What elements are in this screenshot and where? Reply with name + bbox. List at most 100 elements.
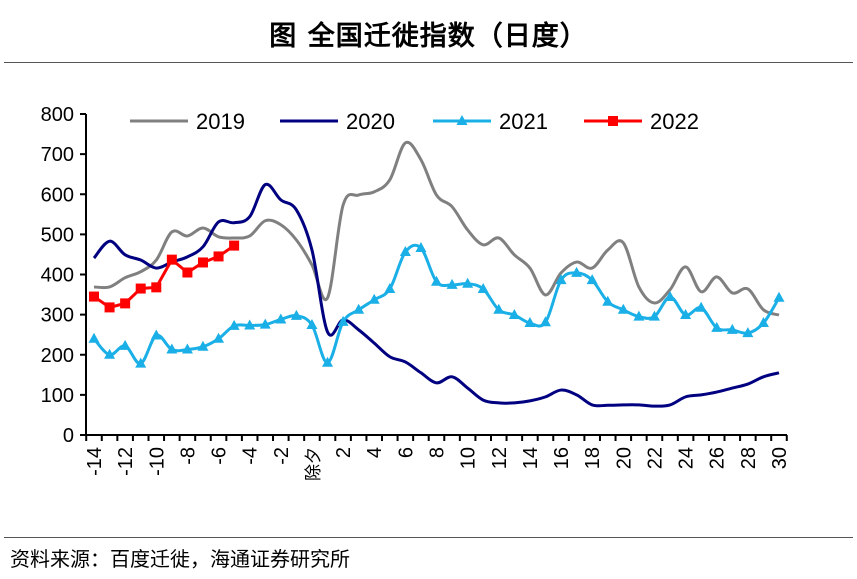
data-point-2021 (757, 317, 769, 328)
data-point-2021 (648, 310, 660, 321)
data-point-2021 (524, 317, 536, 328)
data-point-2021 (773, 291, 785, 302)
legend-label-2020: 2020 (346, 109, 395, 134)
x-tick-label: 除夕 (304, 447, 323, 481)
data-point-2022 (213, 251, 224, 262)
data-point-2022 (166, 254, 177, 265)
data-point-2021 (508, 309, 520, 320)
data-point-2022 (89, 291, 99, 302)
x-tick-label: 14 (520, 447, 542, 469)
x-tick-label: 2 (333, 447, 355, 458)
data-point-2022 (104, 302, 115, 313)
x-tick-label: 4 (364, 447, 386, 458)
legend-label-2019: 2019 (196, 109, 245, 134)
data-point-2021 (337, 315, 349, 326)
x-tick-label: -14 (84, 447, 106, 476)
data-point-2021 (742, 327, 754, 338)
data-point-2021 (726, 323, 738, 334)
y-tick-label: 400 (41, 265, 74, 287)
y-tick-label: 300 (41, 305, 74, 327)
x-tick-label: 12 (489, 447, 511, 469)
x-tick-label: 20 (613, 447, 635, 469)
x-tick-label: 28 (738, 447, 760, 469)
x-tick-label: -10 (146, 447, 168, 476)
data-point-2021 (617, 303, 629, 314)
x-tick-label: 24 (676, 447, 698, 469)
x-tick-label: 10 (458, 447, 480, 469)
data-point-2022 (120, 298, 131, 309)
x-tick-label: 6 (395, 447, 417, 458)
title-divider (4, 62, 853, 63)
data-point-2021 (306, 319, 318, 330)
data-point-2022 (182, 267, 193, 278)
data-point-2021 (695, 301, 707, 312)
x-tick-label: -6 (209, 447, 231, 465)
x-tick-label: 18 (582, 447, 604, 469)
y-tick-label: 0 (63, 425, 74, 447)
y-tick-label: 500 (41, 224, 74, 246)
series-line-2020 (92, 182, 780, 408)
x-tick-label: -12 (115, 447, 137, 476)
data-point-2021 (244, 319, 256, 330)
x-tick-label: 26 (707, 447, 729, 469)
data-point-2021 (181, 343, 193, 354)
y-tick-label: 600 (41, 184, 74, 206)
legend-label-2021: 2021 (499, 109, 548, 134)
data-point-2021 (664, 290, 676, 301)
data-point-2021 (368, 293, 380, 304)
legend-marker-2022 (608, 116, 618, 126)
data-point-2021 (213, 332, 225, 343)
chart-title: 图 全国迁徙指数（日度） (269, 21, 588, 52)
x-tick-label: -4 (240, 447, 262, 465)
y-tick-label: 100 (41, 385, 74, 407)
data-point-2021 (431, 275, 442, 286)
data-point-2021 (680, 309, 692, 320)
data-point-2021 (197, 340, 209, 351)
data-point-2021 (135, 357, 147, 368)
data-point-2021 (571, 266, 583, 277)
y-tick-label: 200 (41, 345, 74, 367)
data-point-2021 (88, 332, 100, 343)
data-point-2021 (104, 348, 116, 359)
data-point-2021 (586, 274, 598, 285)
data-point-2021 (415, 242, 427, 253)
data-point-2021 (493, 303, 505, 314)
data-point-2021 (384, 282, 396, 293)
x-tick-label: 8 (427, 447, 449, 458)
data-point-2021 (322, 356, 334, 367)
data-point-2022 (151, 282, 162, 293)
y-tick-label: 800 (41, 104, 74, 126)
footer-divider (4, 537, 853, 538)
data-point-2021 (119, 339, 131, 350)
legend-marker-2021 (456, 115, 468, 125)
data-point-2021 (462, 277, 474, 288)
x-tick-label: 22 (644, 447, 666, 469)
series-line-2021 (92, 243, 781, 366)
x-tick-label: -8 (177, 447, 199, 465)
data-point-2021 (446, 278, 458, 289)
data-point-2022 (197, 257, 208, 268)
data-point-2021 (353, 303, 365, 314)
x-tick-label: -2 (271, 447, 293, 465)
data-point-2022 (229, 240, 240, 251)
data-point-2021 (602, 295, 614, 306)
y-tick-label: 700 (41, 144, 74, 166)
data-point-2021 (259, 318, 271, 329)
data-point-2021 (477, 282, 489, 293)
data-point-2021 (399, 246, 411, 257)
data-point-2021 (539, 316, 551, 327)
x-tick-label: 16 (551, 447, 573, 469)
source-note: 资料来源：百度迁徙，海通证券研究所 (10, 547, 350, 571)
data-point-2021 (711, 321, 723, 332)
data-point-2021 (166, 343, 178, 354)
data-point-2021 (633, 310, 645, 321)
data-point-2021 (555, 274, 567, 285)
data-point-2021 (290, 309, 302, 320)
series-line-2019 (93, 140, 780, 317)
series-line-2022 (93, 244, 235, 309)
data-point-2021 (150, 329, 162, 340)
data-point-2022 (135, 283, 146, 294)
data-point-2021 (275, 313, 287, 324)
